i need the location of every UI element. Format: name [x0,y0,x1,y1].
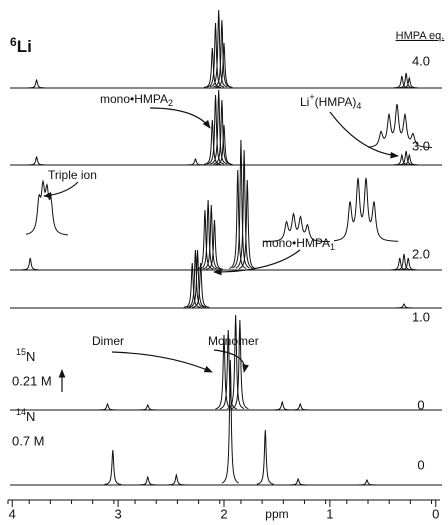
peak [213,19,231,88]
title: 6Li [10,35,32,56]
annotation-part: Dimer [92,334,124,348]
arrow [111,351,213,373]
concentration-label: 0.21 M [12,373,52,388]
title-part: 6 [10,35,17,49]
concentration-label: 0.7 M [12,433,45,448]
peak [400,76,418,89]
peak [358,479,376,486]
peak [397,72,415,89]
peak [196,209,214,270]
x-tick-label: 2 [220,506,227,521]
peak [399,257,417,271]
annotation-part: + [309,92,314,102]
peak [186,249,204,308]
peak [188,249,207,308]
eq-label: 0 [417,397,424,412]
annotation: Li+(HMPA)4 [300,92,361,111]
peak [104,449,122,485]
peak [395,303,413,309]
peak [21,257,39,271]
inset-trace [367,103,433,148]
peak [235,149,253,269]
eq-label: 0 [417,457,424,472]
title-part: Li [17,37,32,56]
nucleus-label-part: N [26,349,35,364]
peak [229,169,247,269]
peak [393,153,411,166]
peak [99,402,117,411]
eq-label: 1.0 [412,309,430,324]
peak [221,359,240,484]
peak [215,124,233,165]
annotation-part: (HMPA) [315,95,357,109]
nucleus-label-part: 14 [16,407,26,417]
peak [231,319,249,410]
annotation: Triple ion [48,168,97,182]
annotation-part: Monomer [208,334,259,348]
x-tick-label: 3 [115,506,122,521]
peak [139,475,157,486]
x-tick-label: 4 [9,506,16,521]
peak [210,9,228,88]
legend-title: HMPA eq. [396,30,445,42]
annotation-part: mono•HMPA [262,236,330,250]
peak [139,404,157,411]
inset-trace [25,179,69,236]
peak [206,22,225,88]
arrow [329,111,399,159]
peak [215,42,233,88]
peak [289,477,307,486]
annotation: Dimer [92,334,124,348]
eq-label: 2.0 [412,246,430,261]
nucleus-label-part: 15 [16,347,26,357]
x-tick-label: 1 [326,506,333,521]
peak [167,473,185,486]
arrow [43,181,79,199]
annotation-part: Triple ion [48,168,97,182]
peak [205,219,224,270]
eq-label: 4.0 [412,53,430,68]
annotation-part: 2 [168,98,173,108]
annotation-part: mono•HMPA [100,92,168,106]
peak [397,150,415,166]
annotation-part: 4 [356,101,361,111]
peak [391,257,409,271]
x-tick-label: 0 [432,506,439,521]
peak [238,179,256,270]
annotation: Monomer [208,334,259,348]
peak [28,78,46,89]
nucleus-label-part: N [26,409,35,424]
peak [186,157,204,166]
annotation-part: Li [300,95,309,109]
peak [213,99,231,165]
peak [199,199,217,270]
arrow [213,249,301,276]
peak [256,429,274,485]
nucleus-label: 15N [16,347,35,364]
peak [192,262,210,308]
annotation: mono•HMPA2 [100,92,173,108]
peak [202,204,220,270]
peak [291,402,309,411]
nucleus-label: 14N [16,407,35,424]
peak [183,262,201,308]
peak [395,253,413,271]
peak [210,89,228,165]
peak [232,139,250,269]
peak [28,155,46,166]
arrow [149,107,211,129]
annotation: mono•HMPA1 [262,236,335,252]
peak [273,400,291,411]
x-axis-label: ppm [265,507,288,521]
peak [206,94,225,165]
annotation-part: 1 [330,242,335,252]
peak [393,75,411,89]
peak [400,153,418,166]
inset-trace [263,212,331,243]
inset-trace [333,177,399,242]
